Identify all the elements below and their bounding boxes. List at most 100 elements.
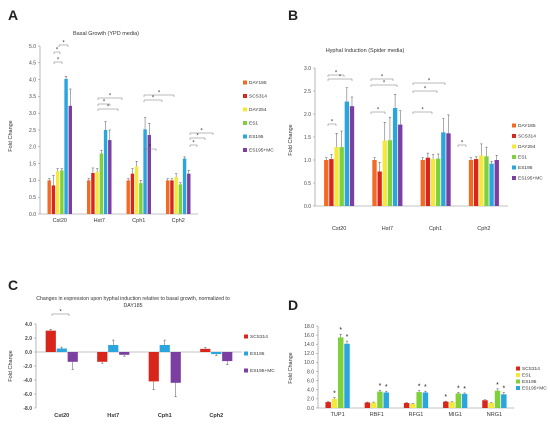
bar [147,135,151,214]
y-tick-label: 6.0 [307,378,314,384]
bar [148,352,159,382]
category-label: Cph2 [172,218,185,224]
significance-star: * [339,75,342,81]
y-tick-label: 4.0 [25,322,32,328]
y-tick-label: 1.0 [29,178,36,184]
significance-star: * [339,327,342,334]
bar [64,78,68,214]
significance-star: * [421,108,424,114]
legend-label: ES1 [249,121,258,127]
significance-star: * [461,141,464,147]
y-tick-label: 3.0 [29,111,36,117]
category-label: Hst7 [94,218,105,224]
y-axis-label: Fold Change [8,120,14,152]
y-tick-label: 8.0 [307,369,314,375]
legend-label: ES195+MC [249,148,274,154]
y-tick-label: 2.0 [307,397,314,403]
chart-title-line: Changes in expression upon hyphal induct… [36,296,230,302]
legend-label: DAY185 [249,80,267,86]
significance-star: * [57,58,60,64]
legend-label: ES195 [522,379,537,385]
bar [430,159,436,206]
bar [95,172,99,214]
panel-c: C Changes in expression upon hyphal induc… [8,277,275,419]
bar [222,352,233,362]
y-tick-label: 10.0 [304,360,314,366]
legend-swatch [516,379,520,384]
legend-swatch [244,368,248,373]
bar [488,402,494,408]
bar [377,391,383,408]
chart-title: Hyphal Induction (Spider media) [326,48,405,54]
bar [91,173,95,214]
legend-label: ES195 [249,134,264,140]
bar [489,163,494,206]
bar [170,180,174,214]
significance-star: * [424,87,427,93]
category-label: RBF1 [370,412,384,418]
y-tick-label: 2.0 [25,336,32,342]
bar [420,160,425,206]
legend-label: SCS314 [249,94,267,100]
y-tick-label: 5.0 [29,44,36,50]
bar [441,132,446,206]
legend-label: SCS314 [522,366,540,372]
y-tick-label: -6.0 [23,392,32,398]
category-label: MIG1 [448,412,461,418]
panel-label: B [288,7,298,23]
bar [130,173,135,214]
significance-star: * [59,310,62,316]
legend-swatch [512,144,516,149]
bar [108,140,112,214]
bar [325,402,331,408]
bar [87,180,91,214]
y-tick-label: 1.0 [304,158,311,164]
significance-star: * [346,334,349,341]
legend-swatch [243,134,247,139]
bar [108,345,119,352]
y-tick-label: 2.0 [304,112,311,118]
bar [443,401,449,408]
legend-swatch [516,386,520,390]
bar [324,160,329,206]
significance-star: * [62,41,65,47]
bar [482,400,488,408]
significance-star: * [385,384,388,391]
significance-star: * [381,75,384,81]
significance-star: * [502,386,505,393]
bar [461,393,468,408]
bar [55,171,60,214]
legend-label: DAY185 [518,123,536,129]
legend-swatch [512,134,516,138]
bar [200,348,211,352]
bar [403,402,410,408]
legend-label: SCS314 [250,334,268,340]
significance-star: * [200,129,203,135]
y-axis-label: Fold Change [8,350,14,382]
bar [329,159,334,206]
y-tick-label: 0.5 [29,195,36,201]
bar [51,185,56,214]
significance-star: * [444,394,447,401]
y-tick-label: 4.5 [29,61,36,67]
bar [416,392,422,408]
chart-title: Changes in expression upon hyphal induct… [36,296,230,309]
category-label: NRG1 [487,412,502,418]
bar [446,133,451,206]
y-tick-label: 3.5 [29,94,36,100]
legend-swatch [243,121,247,125]
category-label: Cph1 [429,226,442,232]
y-tick-label: 16.0 [304,333,314,339]
legend-label: ES195 [518,165,533,171]
bar [211,352,222,355]
bar [56,348,67,352]
category-label: Cst20 [54,413,69,419]
bar [479,155,484,206]
significance-star: * [149,145,152,151]
bar [494,160,499,206]
bar [334,147,339,206]
panel-label: D [288,297,298,313]
bar [473,159,479,206]
significance-star: * [428,79,431,85]
panel-label: C [8,277,18,293]
